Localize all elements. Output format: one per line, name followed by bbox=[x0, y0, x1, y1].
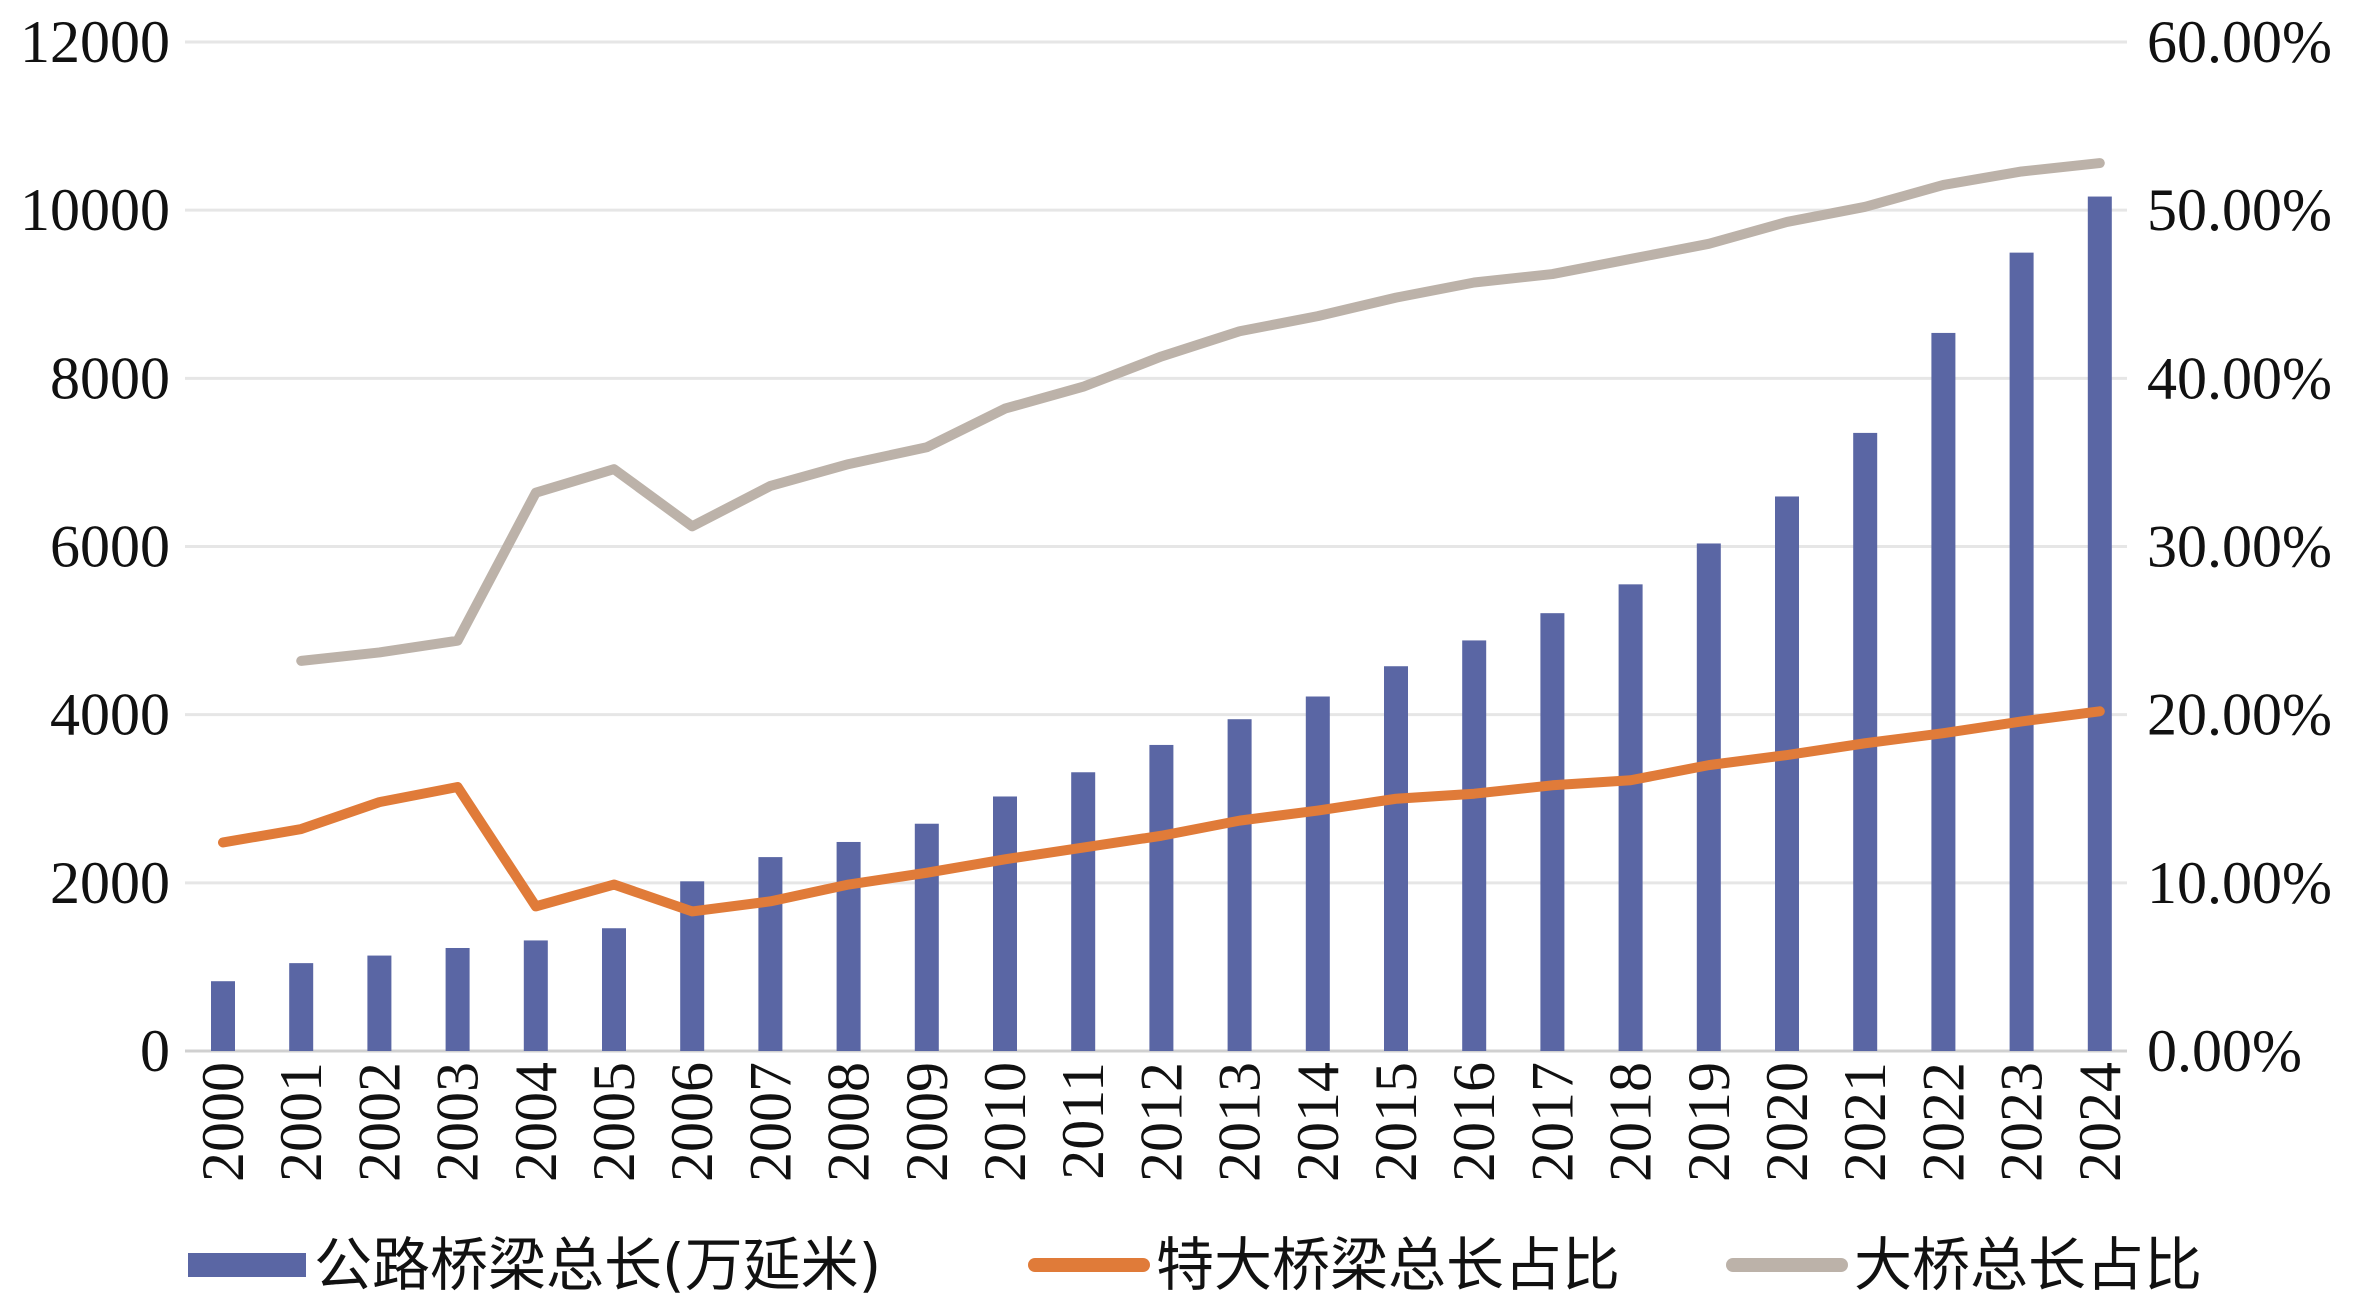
x-tick-label: 2013 bbox=[1207, 1062, 1273, 1182]
bar bbox=[211, 981, 235, 1051]
x-tick-label: 2023 bbox=[1989, 1062, 2055, 1182]
y-left-tick-label: 4000 bbox=[50, 682, 170, 748]
x-tick-label: 2000 bbox=[190, 1062, 256, 1182]
y-left-tick-label: 0 bbox=[140, 1018, 170, 1084]
y-right-tick-label: 40.00% bbox=[2147, 345, 2332, 411]
bar bbox=[1931, 332, 1956, 1051]
y-left-tick-label: 2000 bbox=[50, 850, 170, 916]
bar bbox=[914, 823, 939, 1051]
y-left-tick-label: 6000 bbox=[50, 514, 170, 580]
x-tick-label: 2009 bbox=[894, 1062, 960, 1182]
bar bbox=[1462, 640, 1487, 1051]
bar bbox=[2087, 196, 2112, 1051]
bar bbox=[1149, 744, 1174, 1051]
x-tick-label: 2017 bbox=[1519, 1062, 1585, 1182]
bar bbox=[445, 947, 470, 1051]
y-left-tick-label: 12000 bbox=[20, 9, 170, 75]
x-tick-label: 2007 bbox=[737, 1062, 803, 1182]
x-tick-label: 2014 bbox=[1285, 1062, 1351, 1182]
bar bbox=[289, 963, 314, 1051]
x-tick-label: 2021 bbox=[1832, 1062, 1898, 1182]
x-tick-label: 2010 bbox=[972, 1062, 1038, 1182]
y-right-tick-label: 20.00% bbox=[2147, 682, 2332, 748]
x-tick-label: 2011 bbox=[1050, 1062, 1116, 1180]
x-tick-label: 2008 bbox=[816, 1062, 882, 1182]
series-line bbox=[296, 158, 2105, 666]
bar bbox=[2009, 252, 2034, 1051]
y-right-tick-label: 50.00% bbox=[2147, 177, 2332, 243]
legend-label: 大桥总长占比 bbox=[1854, 1231, 2202, 1299]
x-tick-label: 2016 bbox=[1441, 1062, 1507, 1182]
x-tick-label: 2018 bbox=[1598, 1062, 1664, 1182]
legend-swatch-bar bbox=[188, 1253, 306, 1277]
x-tick-label: 2024 bbox=[2067, 1062, 2133, 1182]
y-right-tick-label: 30.00% bbox=[2147, 514, 2332, 580]
bar bbox=[1305, 696, 1330, 1051]
x-tick-label: 2005 bbox=[581, 1062, 647, 1182]
legend-label: 公路桥梁总长(万延米) bbox=[314, 1231, 881, 1299]
y-left-tick-label: 8000 bbox=[50, 345, 170, 411]
bar bbox=[1775, 496, 1799, 1051]
x-tick-label: 2003 bbox=[425, 1062, 491, 1182]
x-tick-label: 2004 bbox=[503, 1062, 569, 1182]
bar bbox=[1540, 613, 1565, 1051]
y-right-tick-label: 0.00% bbox=[2147, 1018, 2302, 1084]
x-tick-label: 2002 bbox=[346, 1062, 412, 1182]
bar bbox=[993, 796, 1017, 1051]
bar bbox=[367, 955, 392, 1051]
bar bbox=[1384, 666, 1408, 1051]
x-tick-label: 2015 bbox=[1363, 1062, 1429, 1182]
bar bbox=[523, 940, 548, 1051]
x-tick-label: 2001 bbox=[268, 1062, 334, 1182]
x-tick-label: 2022 bbox=[1910, 1062, 1976, 1182]
bar bbox=[758, 857, 783, 1051]
x-tick-label: 2019 bbox=[1676, 1062, 1742, 1182]
y-left-tick-label: 10000 bbox=[20, 177, 170, 243]
bar bbox=[1071, 772, 1096, 1051]
x-tick-label: 2020 bbox=[1754, 1062, 1820, 1182]
bar bbox=[1696, 543, 1721, 1051]
y-right-tick-label: 60.00% bbox=[2147, 9, 2332, 75]
x-tick-label: 2006 bbox=[659, 1062, 725, 1182]
legend-label: 特大桥梁总长占比 bbox=[1156, 1231, 1620, 1299]
x-tick-label: 2012 bbox=[1128, 1062, 1194, 1182]
bar bbox=[1227, 719, 1252, 1051]
bar bbox=[602, 928, 626, 1051]
bar bbox=[836, 841, 861, 1051]
bar bbox=[1618, 584, 1643, 1051]
y-right-tick-label: 10.00% bbox=[2147, 850, 2332, 916]
